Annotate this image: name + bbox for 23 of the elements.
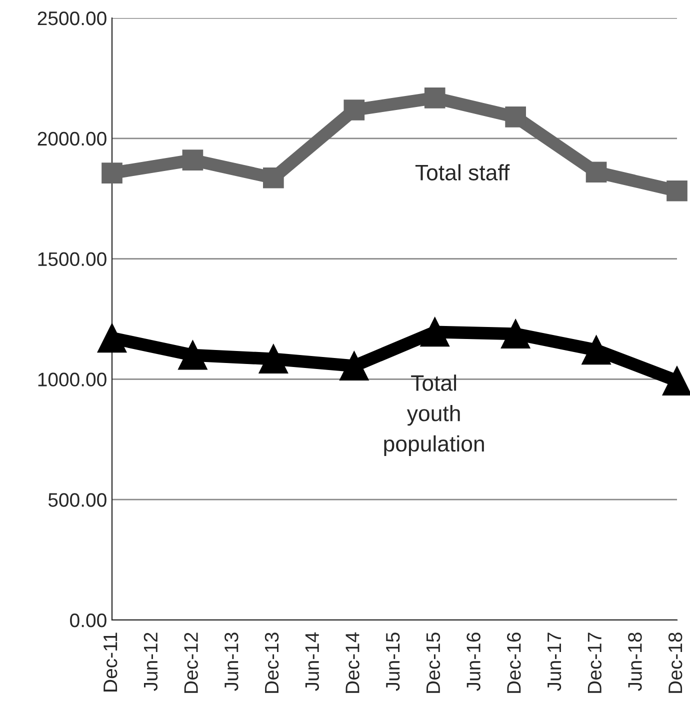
x-tick-label: Jun-12 [144,632,158,691]
x-tick-label: Dec-18 [668,632,682,693]
y-tick-label: 1000.00 [38,372,106,386]
y-tick-label: 500.00 [48,493,106,507]
x-tick-label: Dec-13 [264,632,279,693]
y-tick-label: 2000.00 [38,132,106,146]
x-tick-label: Jun-15 [386,632,400,691]
x-tick-label: Jun-14 [305,632,320,691]
y-tick-label: 0.00 [70,613,106,628]
series-label: Total staff [415,164,510,180]
x-tick-label: Dec-11 [104,632,118,692]
x-tick-label: Jun-13 [224,632,238,691]
x-tick-label: Jun-18 [628,632,642,691]
x-tick-label: Dec-15 [426,632,440,693]
y-tick-label: 2500.00 [38,11,106,26]
x-tick-label: Dec-14 [346,632,360,693]
x-tick-label: Dec-12 [184,632,198,693]
y-tick-label: 1500.00 [38,252,106,266]
x-tick-label: Dec-17 [588,632,602,693]
x-tick-label: Jun-17 [548,632,562,691]
x-tick-label: Dec-16 [507,632,521,693]
x-tick-label: Jun-16 [466,632,480,691]
series-label: Total youth population [384,374,484,456]
